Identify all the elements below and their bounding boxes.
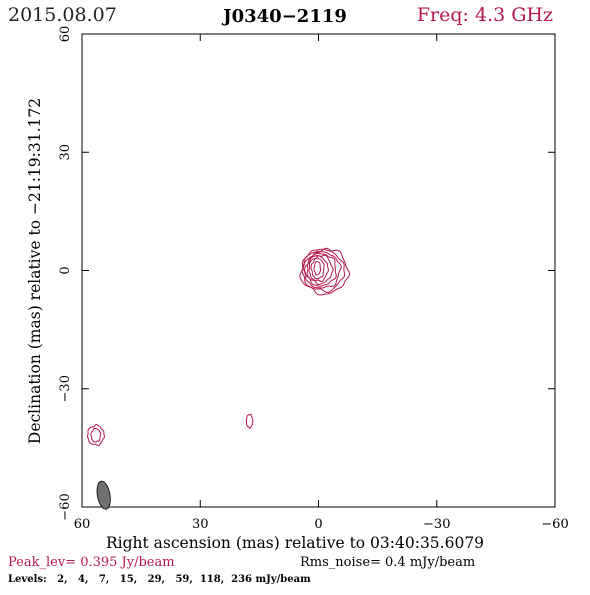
core-contour [313, 260, 322, 276]
core-contour [306, 254, 334, 286]
blob-b-contour [90, 427, 102, 443]
core-contour [304, 252, 337, 287]
plot-frame [81, 33, 556, 508]
peak-level-text: Peak_lev= 0.395 Jy/beam [8, 555, 175, 570]
core-contour [310, 257, 325, 280]
header-source: J0340−2119 [221, 6, 347, 27]
x-tick-label: 0 [314, 517, 322, 532]
y-tick-label: −60 [58, 493, 73, 520]
axis-ticks: 60 30 0 −30 −60 −60 −30 0 30 60 [58, 26, 569, 532]
beam-ellipse [96, 480, 111, 510]
core-contour [308, 255, 329, 283]
x-tick-label: 30 [192, 517, 209, 532]
contour-group [86, 247, 351, 510]
x-tick-label: 60 [74, 517, 91, 532]
y-tick-label: 0 [58, 266, 73, 274]
x-tick-label: −30 [423, 517, 450, 532]
x-axis-label: Right ascension (mas) relative to 03:40:… [106, 534, 484, 552]
blob-a-contour [245, 413, 254, 429]
core-contour [299, 248, 351, 296]
y-tick-label: −30 [58, 375, 73, 402]
rms-noise-text: Rms_noise= 0.4 mJy/beam [300, 555, 475, 570]
levels-text: Levels: 2, 4, 7, 15, 29, 59, 118, 236 mJ… [8, 574, 311, 585]
blob-b-contour [86, 424, 105, 447]
x-tick-label: −60 [541, 517, 568, 532]
core-contour [301, 247, 346, 293]
header-date: 2015.08.07 [8, 4, 117, 26]
y-tick-label: 60 [58, 26, 73, 43]
y-axis-label: Declination (mas) relative to −21:19:31.… [26, 98, 44, 444]
header-frequency: Freq: 4.3 GHz [417, 4, 553, 26]
y-tick-label: 30 [58, 144, 73, 161]
core-contour [302, 250, 342, 289]
